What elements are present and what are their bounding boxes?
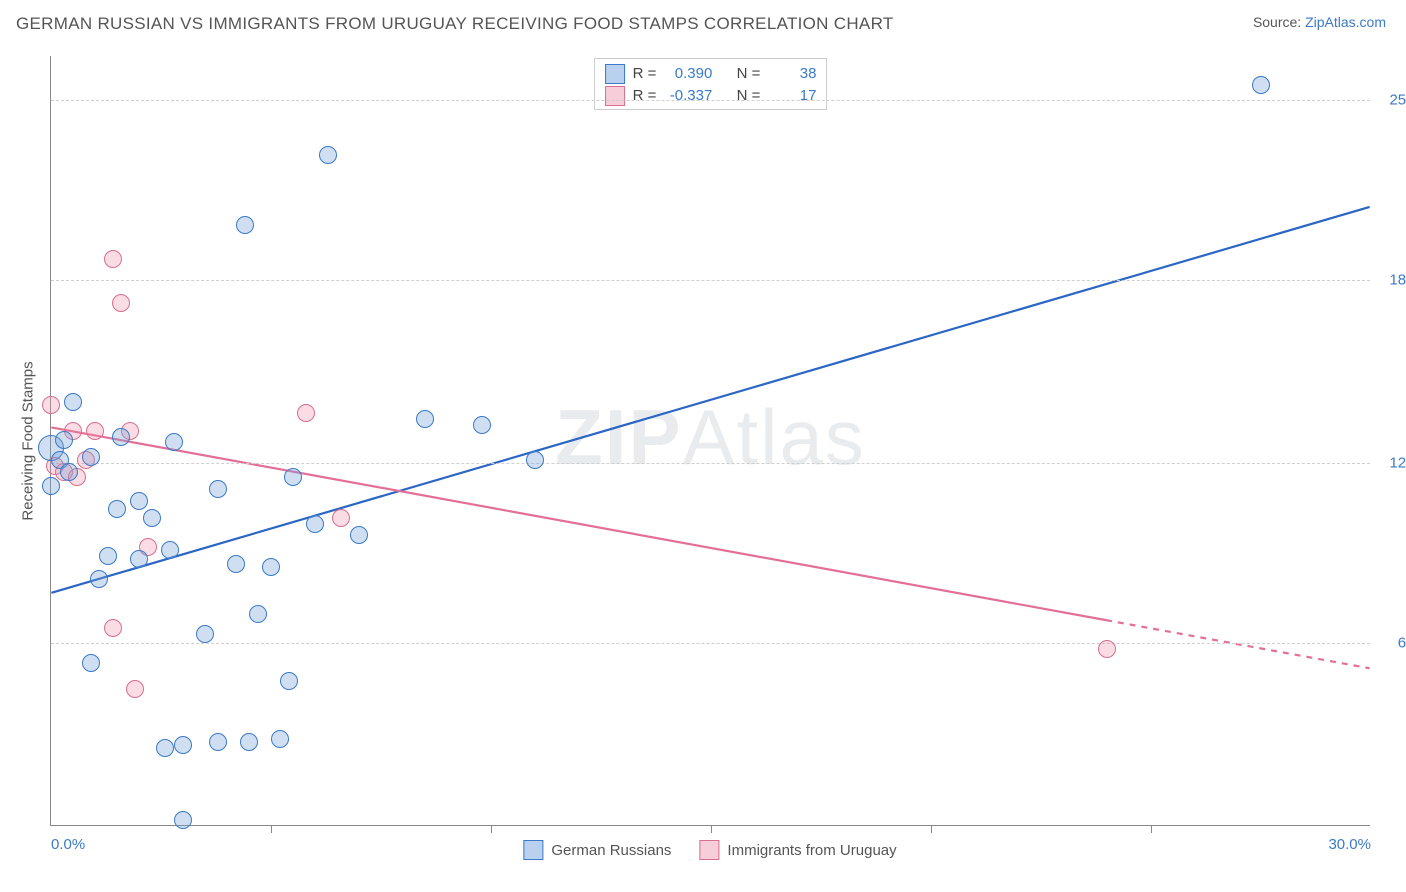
data-point [332,509,350,527]
data-point [227,555,245,573]
data-point [42,477,60,495]
y-tick-label: 25.0% [1376,91,1406,108]
data-point [249,605,267,623]
data-point [104,250,122,268]
stat-r-value: -0.337 [664,85,712,107]
data-point [526,451,544,469]
stat-row: R = -0.337 N = 17 [605,85,817,107]
stat-r-value: 0.390 [664,63,712,85]
gridline [51,100,1370,101]
data-point [319,146,337,164]
data-point [82,654,100,672]
gridline [51,463,1370,464]
chart-title: GERMAN RUSSIAN VS IMMIGRANTS FROM URUGUA… [16,14,894,34]
data-point [196,625,214,643]
y-tick-label: 6.3% [1376,634,1406,651]
data-point [209,480,227,498]
data-point [143,509,161,527]
data-point [99,547,117,565]
data-point [86,422,104,440]
gridline [51,643,1370,644]
data-point [130,550,148,568]
data-point [262,558,280,576]
y-tick-label: 12.5% [1376,454,1406,471]
stat-n-label: N = [737,63,761,85]
data-point [473,416,491,434]
gridline [51,280,1370,281]
x-tick [491,825,492,833]
x-tick [711,825,712,833]
data-point [126,680,144,698]
x-tick-label: 30.0% [1328,836,1371,853]
x-tick-label: 0.0% [51,836,85,853]
data-point [240,733,258,751]
legend-label: Immigrants from Uruguay [727,842,896,859]
series-legend: German Russians Immigrants from Uruguay [523,840,896,860]
plot-area: ZIPAtlas R =0.390 N =38R =-0.337 N =17 6… [50,56,1370,826]
x-tick [1151,825,1152,833]
legend-item: German Russians [523,840,671,860]
stat-row: R = 0.390 N = 38 [605,63,817,85]
data-point [284,468,302,486]
chart-canvas: ZIPAtlas R =0.390 N =38R =-0.337 N =17 6… [50,56,1370,826]
regression-lines [51,56,1370,825]
data-point [161,541,179,559]
stats-box: R = 0.390 N = 38 R = -0.337 N = 17 [594,58,828,110]
data-point [350,526,368,544]
data-point [271,730,289,748]
data-point [416,410,434,428]
stat-n-value: 38 [768,63,816,85]
data-point [174,811,192,829]
series-swatch [523,840,543,860]
data-point [156,739,174,757]
source-attribution: Source: ZipAtlas.com [1253,14,1386,30]
data-point [60,463,78,481]
source-link[interactable]: ZipAtlas.com [1305,14,1386,30]
legend-label: German Russians [551,842,671,859]
data-point [306,515,324,533]
data-point [1252,76,1270,94]
data-point [112,294,130,312]
data-point [55,431,73,449]
stat-n-value: 17 [768,85,816,107]
data-point [108,500,126,518]
stat-n-label: N = [737,85,761,107]
data-point [112,428,130,446]
y-axis-title: Receiving Food Stamps [20,361,37,520]
data-point [174,736,192,754]
source-prefix: Source: [1253,14,1305,30]
series-swatch [605,64,625,84]
data-point [280,672,298,690]
x-tick [271,825,272,833]
x-tick [931,825,932,833]
series-swatch [699,840,719,860]
data-point [165,433,183,451]
data-point [64,393,82,411]
stat-r-label: R = [633,63,657,85]
stat-r-label: R = [633,85,657,107]
legend-item: Immigrants from Uruguay [699,840,896,860]
series-swatch [605,86,625,106]
data-point [130,492,148,510]
data-point [82,448,100,466]
data-point [42,396,60,414]
data-point [1098,640,1116,658]
data-point [104,619,122,637]
data-point [209,733,227,751]
data-point [297,404,315,422]
y-tick-label: 18.8% [1376,271,1406,288]
data-point [236,216,254,234]
data-point [90,570,108,588]
